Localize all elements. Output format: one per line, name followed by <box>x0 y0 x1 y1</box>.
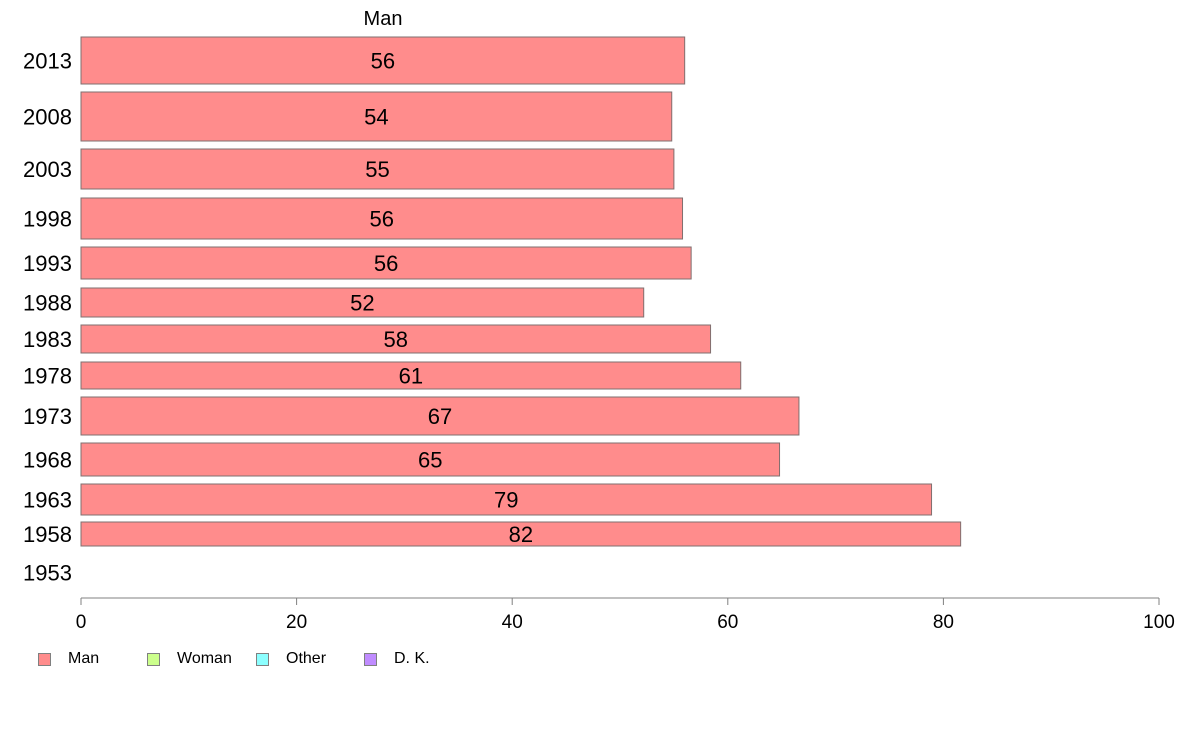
data-label: 56 <box>374 251 398 276</box>
y-tick-label: 1973 <box>23 404 72 429</box>
bar-1973 <box>80 396 800 436</box>
data-label: 55 <box>365 157 389 182</box>
legend-label: Other <box>286 650 327 667</box>
chart-title: Man <box>364 8 403 30</box>
y-tick-label: 2013 <box>23 49 72 74</box>
bar-1963 <box>80 483 933 516</box>
data-label: 52 <box>350 291 374 316</box>
bar-1983 <box>80 324 712 354</box>
bar-1998 <box>80 197 684 240</box>
y-tick-label: 1978 <box>23 364 72 389</box>
data-label: 56 <box>371 49 395 74</box>
x-tick-label: 20 <box>286 612 307 633</box>
data-label: 54 <box>364 105 388 130</box>
y-tick-label: 1963 <box>23 488 72 513</box>
legend-item: D. K. <box>364 650 430 668</box>
x-tick-label: 40 <box>502 612 523 633</box>
legend-swatch <box>38 652 51 666</box>
x-axis: 0 20 40 60 80 100 <box>76 597 1175 633</box>
y-tick-label: 1983 <box>23 327 72 352</box>
data-label: 79 <box>494 488 518 513</box>
bar-1988 <box>80 287 645 318</box>
data-label: 65 <box>418 448 442 473</box>
x-tick-label: 0 <box>76 612 87 633</box>
x-tick-label: 60 <box>717 612 738 633</box>
bar-1993 <box>80 246 692 280</box>
y-tick-label: 1958 <box>23 522 72 547</box>
legend-item: Woman <box>147 650 232 668</box>
legend-label: D. K. <box>394 650 430 667</box>
y-tick-label: 1953 <box>23 561 72 586</box>
legend-label: Man <box>68 650 100 667</box>
bar-2003 <box>80 148 675 190</box>
legend-swatch <box>364 652 377 666</box>
y-tick-label: 2008 <box>23 105 72 130</box>
bar-1958 <box>80 521 962 547</box>
bar-1978 <box>80 361 742 390</box>
y-tick-label: 1988 <box>23 291 72 316</box>
legend-label: Woman <box>177 650 232 667</box>
data-label: 58 <box>384 327 408 352</box>
x-tick-label: 80 <box>933 612 954 633</box>
y-tick-label: 2003 <box>23 157 72 182</box>
bar-2008 <box>80 91 673 142</box>
data-label: 61 <box>399 364 423 389</box>
legend-item: Other <box>256 650 326 668</box>
data-label: 82 <box>509 522 533 547</box>
legend-swatch <box>256 652 269 666</box>
y-tick-label: 1993 <box>23 251 72 276</box>
legend-swatch <box>147 652 160 666</box>
data-label: 67 <box>428 404 452 429</box>
bar-1968 <box>80 442 781 477</box>
x-tick-label: 100 <box>1143 612 1175 633</box>
y-tick-label: 1968 <box>23 448 72 473</box>
data-label: 56 <box>370 207 394 232</box>
y-tick-label: 1998 <box>23 207 72 232</box>
legend-item: Man <box>38 650 99 668</box>
y-axis-labels: 2013 2008 2003 1998 1993 1988 1983 1978 1973 1968… <box>23 49 72 586</box>
bar-2013 <box>80 36 686 85</box>
